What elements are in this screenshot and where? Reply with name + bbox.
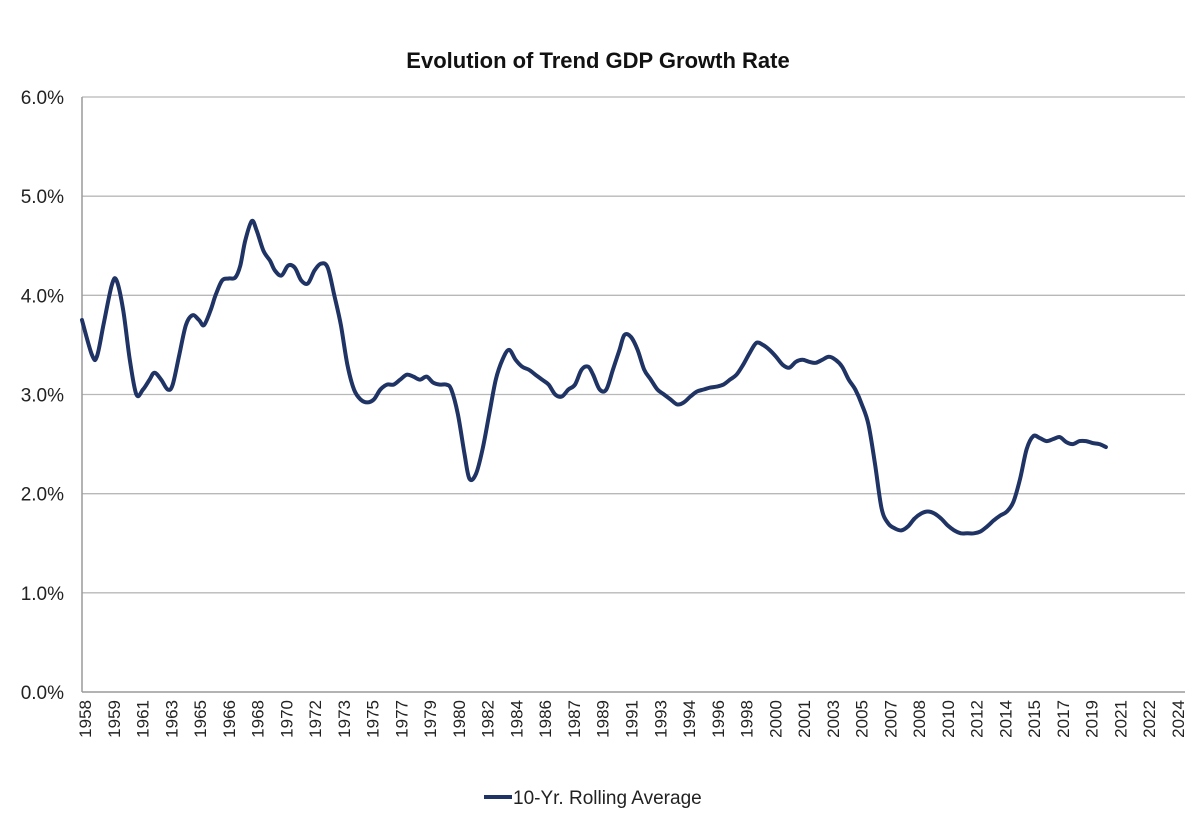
chart-title: Evolution of Trend GDP Growth Rate: [406, 48, 789, 73]
x-axis-tick-labels: 1958 1959 1961 1963 1965 1966 1968 1970 1972 1973…: [76, 700, 1188, 738]
y-tick-label: 4.0%: [21, 286, 64, 307]
x-tick-label: 1991: [623, 700, 642, 738]
x-tick-label: 1979: [421, 700, 440, 738]
x-tick-label: 1987: [565, 700, 584, 738]
x-tick-label: 2003: [824, 700, 843, 738]
x-tick-label: 2019: [1083, 700, 1102, 738]
x-tick-label: 1961: [134, 700, 153, 738]
gridlines: [81, 96, 1185, 693]
y-tick-label: 1.0%: [21, 584, 64, 605]
x-tick-label: 2014: [996, 700, 1015, 738]
x-tick-label: 1984: [507, 700, 526, 738]
x-tick-label: 2007: [881, 700, 900, 738]
x-tick-label: 1977: [392, 700, 411, 738]
x-tick-label: 2008: [910, 700, 929, 738]
x-tick-label: 2017: [1054, 700, 1073, 738]
x-tick-label: 1958: [76, 700, 95, 738]
x-tick-label: 2001: [795, 700, 814, 738]
series-layer: [80, 218, 1108, 536]
x-tick-label: 1998: [738, 700, 757, 738]
x-tick-label: 2012: [968, 700, 987, 738]
y-tick-label: 5.0%: [21, 187, 64, 208]
y-tick-label: 2.0%: [21, 485, 64, 506]
legend-label: 10-Yr. Rolling Average: [513, 788, 702, 809]
x-tick-label: 2010: [939, 700, 958, 738]
x-tick-label: 1996: [709, 700, 728, 738]
x-tick-label: 1968: [249, 700, 268, 738]
x-tick-label: 2022: [1140, 700, 1159, 738]
x-tick-label: 2021: [1111, 700, 1130, 738]
x-tick-label: 1986: [536, 700, 555, 738]
x-tick-label: 1965: [191, 700, 210, 738]
y-tick-label: 6.0%: [21, 88, 64, 109]
x-tick-label: 1980: [450, 700, 469, 738]
series-line-10yr-rolling-average: [80, 218, 1108, 536]
y-tick-label: 3.0%: [21, 386, 64, 407]
x-tick-label: 1982: [479, 700, 498, 738]
x-tick-label: 1975: [364, 700, 383, 738]
x-tick-label: 1989: [594, 700, 613, 738]
x-tick-label: 2005: [853, 700, 872, 738]
x-tick-label: 1963: [162, 700, 181, 738]
x-tick-label: 1993: [651, 700, 670, 738]
x-tick-label: 1972: [306, 700, 325, 738]
x-tick-label: 1994: [680, 700, 699, 738]
x-tick-label: 1973: [335, 700, 354, 738]
x-tick-label: 1959: [105, 700, 124, 738]
legend: 10-Yr. Rolling Average: [484, 788, 702, 809]
x-tick-label: 2024: [1169, 700, 1188, 738]
x-tick-label: 1970: [277, 700, 296, 738]
x-tick-label: 2015: [1025, 700, 1044, 738]
y-tick-label: 0.0%: [21, 683, 64, 704]
x-tick-label: 2000: [766, 700, 785, 738]
y-axis-tick-labels: 0.0% 1.0% 2.0% 3.0% 4.0% 5.0% 6.0%: [21, 88, 64, 704]
x-tick-label: 1966: [220, 700, 239, 738]
